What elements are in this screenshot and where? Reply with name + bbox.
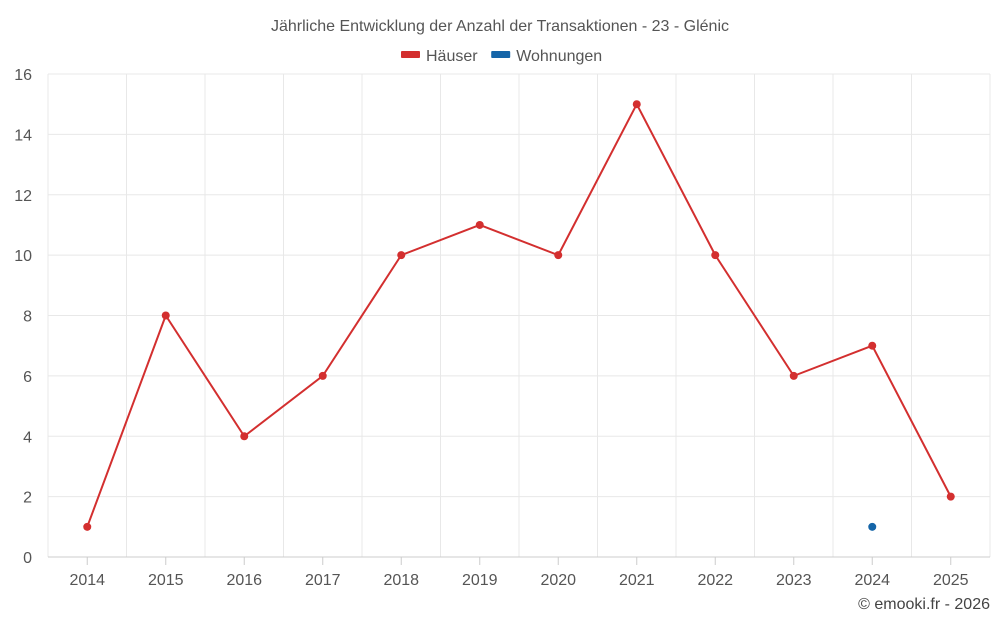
x-tick-label: 2021 — [619, 572, 655, 589]
chart-legend: Häuser Wohnungen — [401, 48, 602, 65]
data-point — [240, 432, 249, 441]
data-point — [789, 371, 798, 380]
data-point — [83, 522, 92, 531]
series-line — [86, 103, 952, 528]
y-tick-label: 6 — [23, 369, 32, 386]
data-point — [868, 522, 877, 531]
legend-item: Häuser — [401, 48, 478, 65]
y-tick-label: 10 — [14, 248, 32, 265]
y-tick-label: 8 — [23, 309, 32, 326]
y-tick-label: 4 — [23, 429, 32, 446]
x-tick-label: 2018 — [383, 572, 419, 589]
x-tick-label: 2017 — [305, 572, 341, 589]
y-tick-label: 12 — [14, 188, 32, 205]
y-tick-label: 14 — [14, 127, 32, 144]
chart-series — [83, 100, 955, 531]
x-tick-label: 2022 — [697, 572, 733, 589]
x-tick-label: 2023 — [776, 572, 812, 589]
chart-grid — [47, 73, 991, 557]
legend-label: Häuser — [426, 48, 478, 65]
y-tick-label: 16 — [14, 67, 32, 84]
data-point — [946, 492, 955, 501]
y-tick-label: 2 — [23, 490, 32, 507]
chart-credit: © emooki.fr - 2026 — [858, 596, 990, 613]
series-2 — [868, 522, 877, 531]
x-tick-label: 2014 — [69, 572, 105, 589]
legend-swatch — [491, 51, 511, 58]
chart-title: Jährliche Entwicklung der Anzahl der Tra… — [271, 18, 729, 35]
x-tick-label: 2019 — [462, 572, 498, 589]
series-1 — [83, 100, 955, 531]
legend-item: Wohnungen — [491, 48, 602, 65]
data-point — [711, 251, 720, 260]
x-tick-label: 2025 — [933, 572, 969, 589]
data-point — [397, 251, 406, 260]
legend-label: Wohnungen — [516, 48, 602, 65]
data-point — [161, 311, 170, 320]
x-tick-label: 2020 — [540, 572, 576, 589]
data-point — [475, 220, 484, 229]
chart-axes: 0 2 4 6 8 10 12 14 16 2014 2015 2016 2017 2018 2019 202… — [14, 67, 990, 589]
data-point — [632, 100, 641, 109]
y-tick-label: 0 — [23, 550, 32, 567]
x-tick-label: 2015 — [148, 572, 184, 589]
data-point — [868, 341, 877, 350]
x-tick-label: 2016 — [226, 572, 262, 589]
x-tick-label: 2024 — [854, 572, 890, 589]
legend-swatch — [401, 51, 420, 58]
data-point — [554, 251, 563, 260]
data-point — [318, 371, 327, 380]
